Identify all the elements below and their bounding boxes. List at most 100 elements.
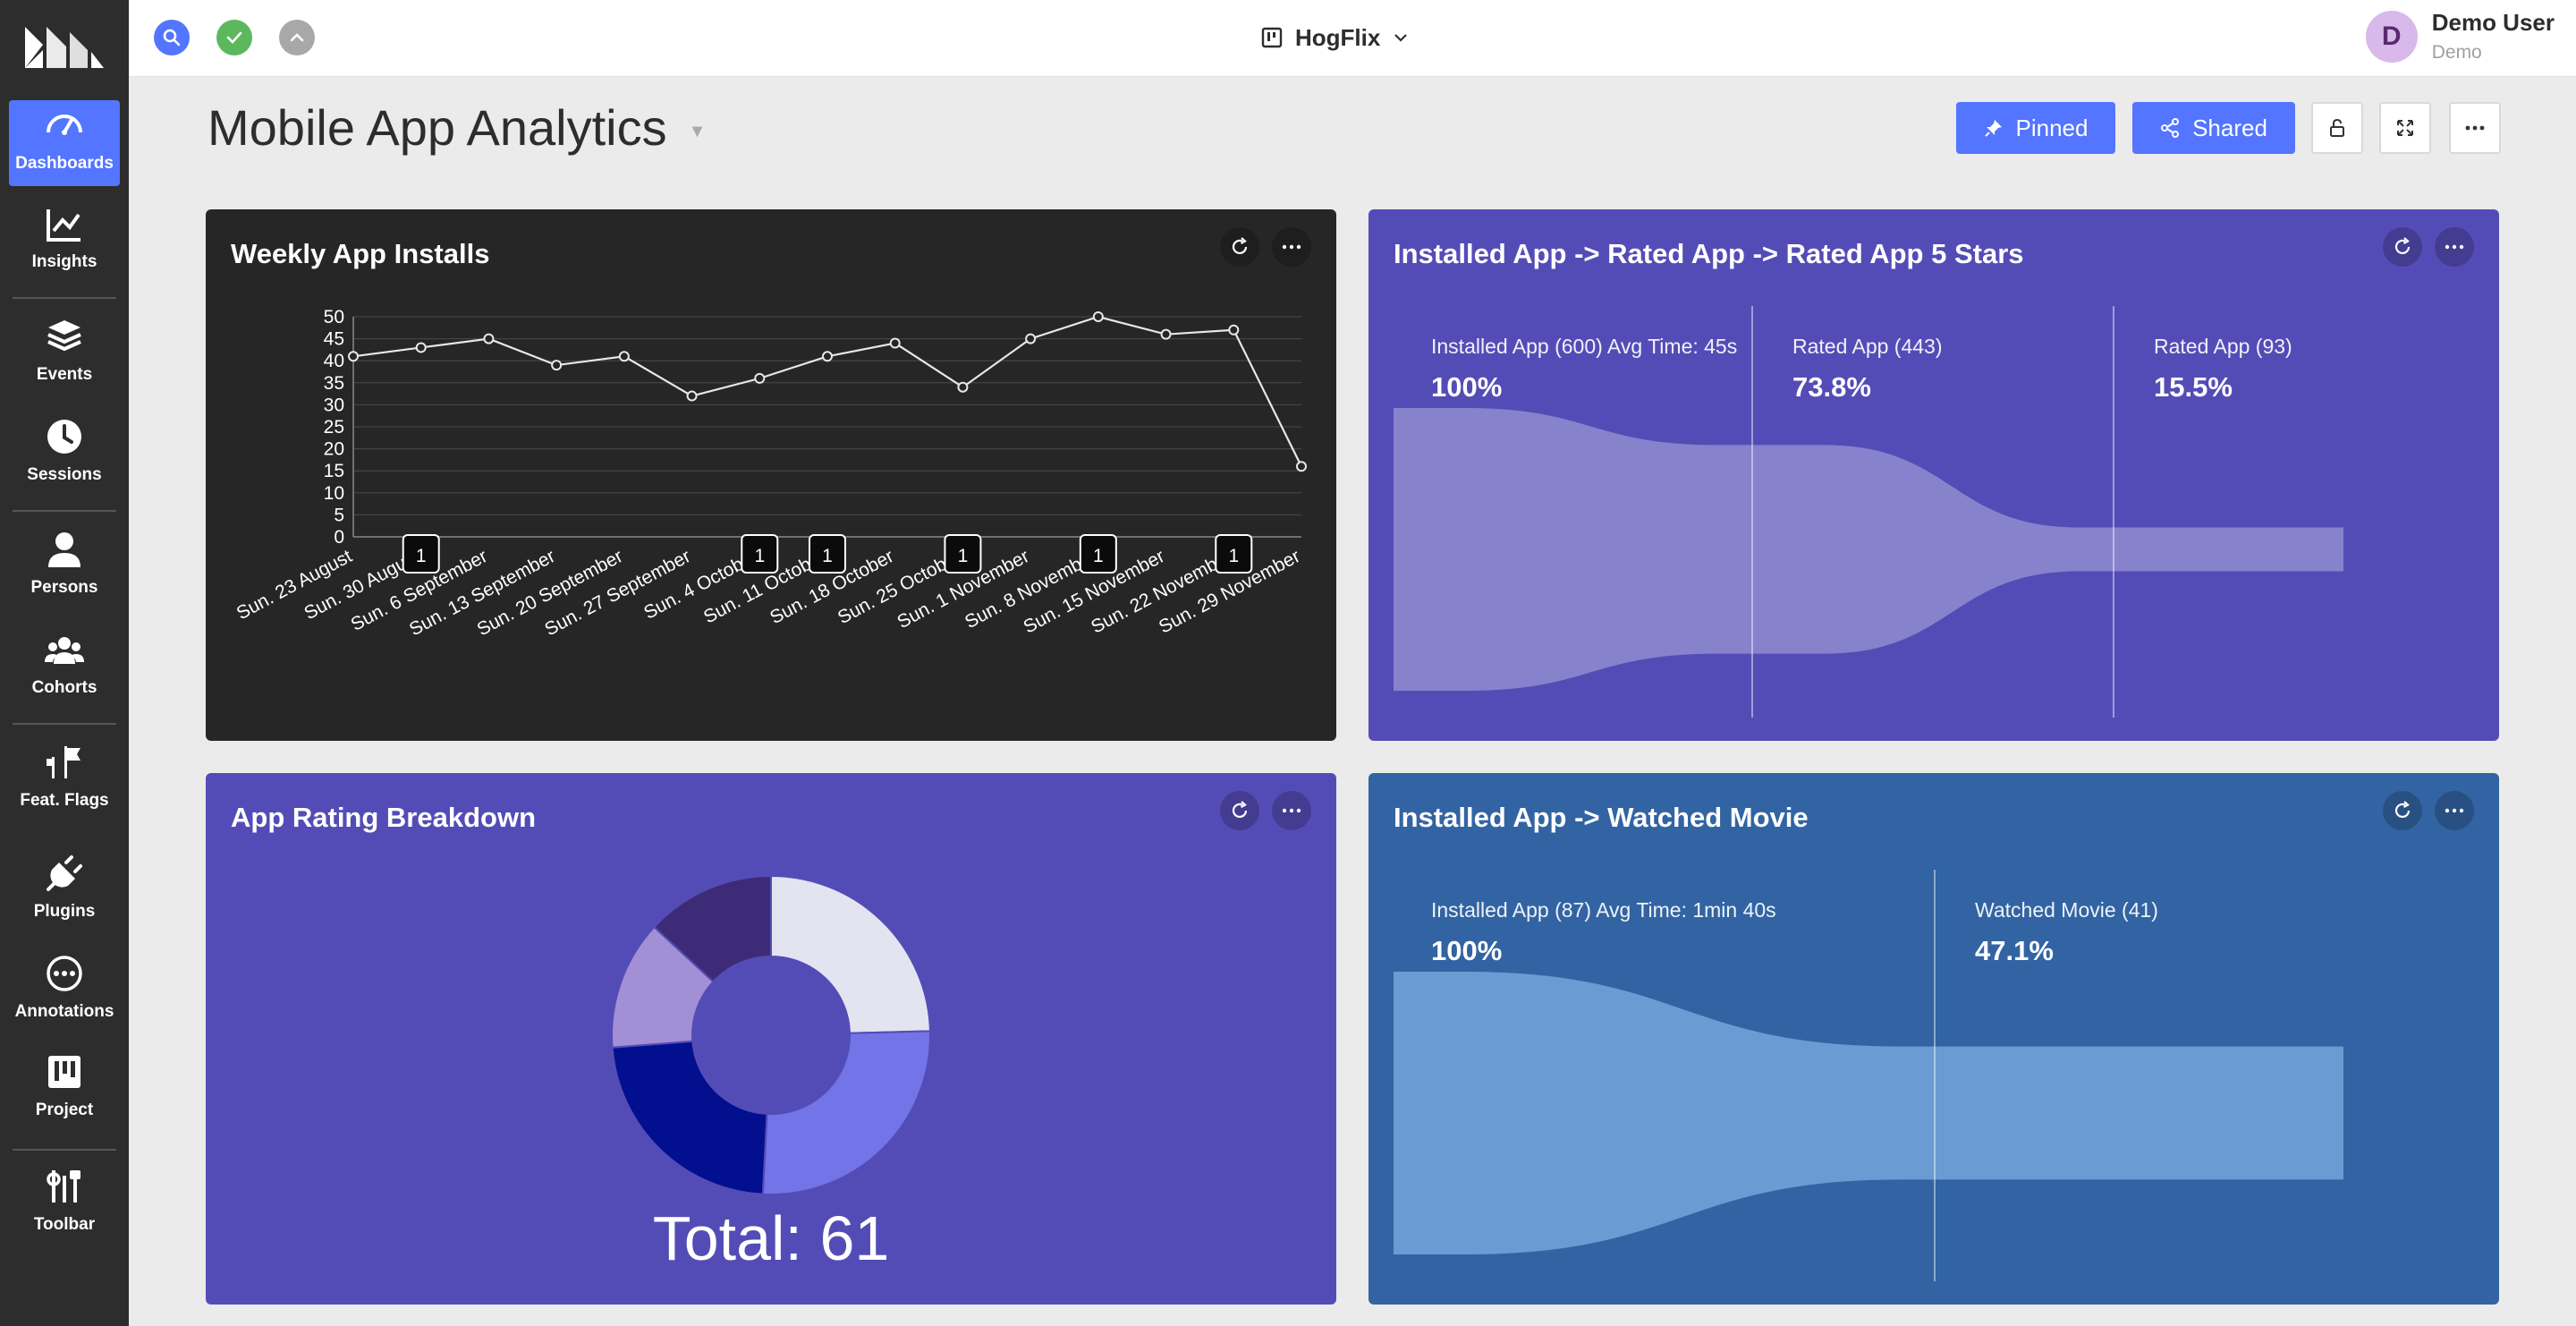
sidebar-divider: [13, 297, 116, 299]
search-button[interactable]: [154, 20, 190, 55]
fullscreen-button[interactable]: [2379, 102, 2431, 154]
sidebar-item-toolbar[interactable]: Toolbar: [9, 1161, 120, 1247]
card-title: App Rating Breakdown: [231, 802, 537, 833]
pie-slice[interactable]: [770, 874, 931, 1034]
rated-funnel-chart[interactable]: [1368, 209, 2499, 741]
events-icon: [47, 320, 81, 352]
sidebar-item-label: Cohorts: [31, 678, 97, 697]
health-status-button[interactable]: [216, 20, 252, 55]
sidebar-item-events[interactable]: Events: [9, 311, 120, 397]
sidebar-item-label: Dashboards: [15, 154, 114, 173]
data-point: [415, 342, 427, 353]
page-title: Mobile App Analytics: [208, 99, 667, 156]
card-options-button[interactable]: [2435, 791, 2474, 830]
refresh-icon: [1232, 801, 1248, 819]
rating-breakdown-card: App Rating Breakdown Total: 61: [206, 773, 1336, 1305]
pie-slice[interactable]: [652, 874, 772, 983]
ellipsis-icon: [2465, 125, 2485, 131]
annotation-count: 1: [822, 546, 833, 566]
annotation-marker[interactable]: 1: [402, 534, 440, 574]
sessions-icon: [47, 420, 81, 454]
annotation-count: 1: [958, 546, 969, 566]
funnel-step: Rated App (93) 15.5%: [2154, 335, 2292, 404]
annotation-marker[interactable]: 1: [741, 534, 779, 574]
rating-donut-chart[interactable]: [206, 773, 1336, 1305]
toolbar-icon: [47, 1170, 80, 1203]
posthog-logo-icon[interactable]: [23, 21, 106, 72]
step-label: Rated App (443): [1792, 335, 1943, 358]
dashboard-title[interactable]: Mobile App Analytics ▼: [208, 98, 706, 157]
data-point: [822, 351, 833, 362]
project-board-icon: [1261, 27, 1283, 48]
card-options-button[interactable]: [1272, 227, 1311, 267]
card-options-button[interactable]: [2435, 227, 2474, 267]
dashboard-icon: [47, 115, 82, 135]
funnel-step: Installed App (600) Avg Time: 45s 100%: [1431, 335, 1737, 404]
sidebar-item-persons[interactable]: Persons: [9, 524, 120, 610]
annotation-marker[interactable]: 1: [809, 534, 846, 574]
refresh-button[interactable]: [1220, 791, 1259, 830]
card-title: Installed App -> Rated App -> Rated App …: [1394, 238, 2024, 269]
more-options-button[interactable]: [2449, 102, 2501, 154]
data-point: [957, 381, 969, 393]
user-name: Demo User: [2431, 9, 2555, 36]
watched-movie-funnel-card: Installed App -> Watched Movie Installed…: [1368, 773, 2499, 1305]
step-label: Rated App (93): [2154, 335, 2292, 358]
annotation-marker[interactable]: 1: [1215, 534, 1253, 574]
y-tick-label: 15: [324, 461, 344, 481]
step-percentage: 73.8%: [1792, 371, 1871, 403]
avatar: D: [2365, 10, 2418, 63]
pin-icon: [1984, 120, 2002, 137]
sidebar-item-label: Sessions: [27, 465, 102, 484]
sidebar-item-project[interactable]: Project: [9, 1047, 120, 1133]
sidebar-divider: [13, 723, 116, 725]
funnel-step: Rated App (443) 73.8%: [1792, 335, 1943, 404]
sidebar-item-cohorts[interactable]: Cohorts: [9, 625, 120, 710]
sidebar-item-label: Toolbar: [33, 1215, 96, 1234]
refresh-icon: [1232, 237, 1248, 255]
annotation-count: 1: [1228, 546, 1239, 566]
sidebar-item-plugins[interactable]: Plugins: [9, 848, 120, 934]
lock-button[interactable]: [2311, 102, 2363, 154]
pie-slice[interactable]: [761, 1030, 931, 1195]
card-title: Installed App -> Watched Movie: [1394, 802, 1809, 833]
shared-label: Shared: [2192, 114, 2267, 141]
watched-movie-funnel-chart[interactable]: [1368, 773, 2499, 1305]
y-tick-label: 45: [324, 329, 344, 350]
data-point: [1092, 311, 1104, 322]
card-options-button[interactable]: [1272, 791, 1311, 830]
annotation-marker[interactable]: 1: [1079, 534, 1117, 574]
pie-slice[interactable]: [611, 1040, 768, 1195]
sidebar-item-feature-flags[interactable]: Feat. Flags: [9, 737, 120, 823]
project-name: HogFlix: [1295, 23, 1381, 51]
data-point: [1160, 328, 1172, 340]
persons-icon: [48, 532, 80, 567]
pinned-button[interactable]: Pinned: [1956, 102, 2115, 154]
refresh-icon: [2394, 801, 2411, 819]
step-label: Installed App (87) Avg Time: 1min 40s: [1431, 898, 1776, 922]
annotation-marker[interactable]: 1: [944, 534, 982, 574]
sidebar-item-insights[interactable]: Insights: [9, 199, 120, 285]
toolbar-status-button[interactable]: [279, 20, 315, 55]
step-percentage: 100%: [1431, 935, 1503, 966]
sidebar-item-dashboards[interactable]: Dashboards: [9, 100, 120, 186]
card-title: Weekly App Installs: [231, 238, 490, 269]
y-tick-label: 50: [324, 307, 344, 327]
user-menu[interactable]: D Demo User Demo: [2365, 9, 2555, 64]
sidebar-item-annotations[interactable]: Annotations: [9, 948, 120, 1034]
y-tick-label: 20: [324, 439, 344, 460]
data-point: [483, 333, 495, 344]
y-tick-label: 40: [324, 351, 344, 371]
sidebar-item-label: Events: [36, 365, 93, 384]
annotation-count: 1: [1093, 546, 1104, 566]
sidebar-item-sessions[interactable]: Sessions: [9, 412, 120, 497]
project-selector[interactable]: HogFlix: [1261, 20, 1409, 55]
shared-button[interactable]: Shared: [2132, 102, 2295, 154]
refresh-button[interactable]: [2383, 227, 2422, 267]
refresh-button[interactable]: [2383, 791, 2422, 830]
user-organization: Demo: [2431, 42, 2482, 63]
sidebar: Dashboards Insights Events Sessions Pers…: [0, 0, 129, 1326]
weekly-installs-card: Weekly App Installs 0 5 10 15 20 25 30 35 40 45 50…: [206, 209, 1336, 741]
refresh-button[interactable]: [1220, 227, 1259, 267]
